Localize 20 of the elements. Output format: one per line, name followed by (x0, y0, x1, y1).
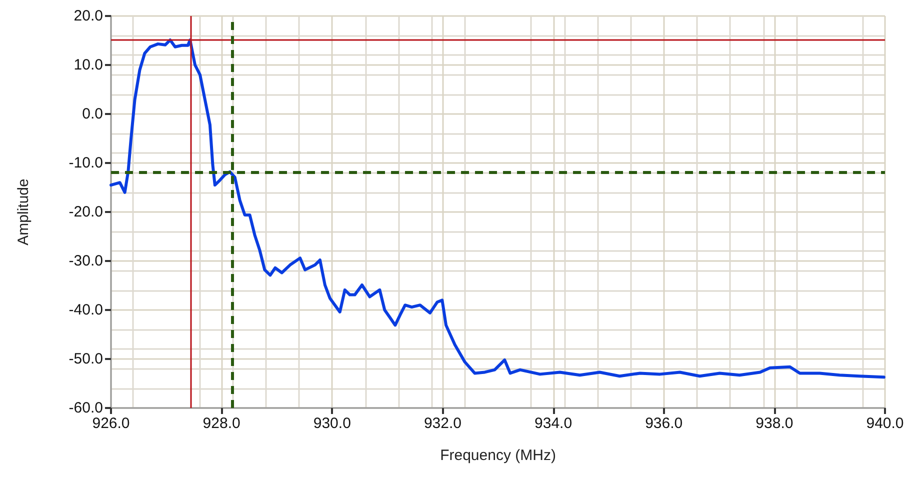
x-tick-label: 926.0 (92, 415, 130, 432)
y-tick-label: -30.0 (68, 252, 103, 270)
x-tick-label: 940.0 (866, 415, 904, 432)
y-tick-label: -40.0 (68, 302, 103, 318)
y-axis-title: Amplitude (15, 178, 32, 246)
y-tick-label: 0.0 (82, 106, 103, 122)
y-tick-label: 10.0 (74, 56, 103, 74)
y-tick-label: -10.0 (68, 154, 103, 172)
x-axis-title: Frequency (MHz) (440, 447, 556, 464)
x-tick-label: 932.0 (424, 415, 462, 432)
x-tick-label: 938.0 (756, 415, 794, 432)
y-tick-label: -20.0 (68, 204, 103, 220)
y-tick-label: -50.0 (68, 350, 103, 368)
x-tick-label: 930.0 (313, 415, 351, 432)
x-tick-label: 936.0 (645, 415, 683, 432)
x-tick-label: 934.0 (534, 415, 572, 432)
x-tick-label: 928.0 (202, 415, 240, 432)
y-tick-label: -60.0 (68, 400, 103, 416)
y-tick-label: 20.0 (74, 8, 103, 24)
line-series (110, 38, 886, 379)
